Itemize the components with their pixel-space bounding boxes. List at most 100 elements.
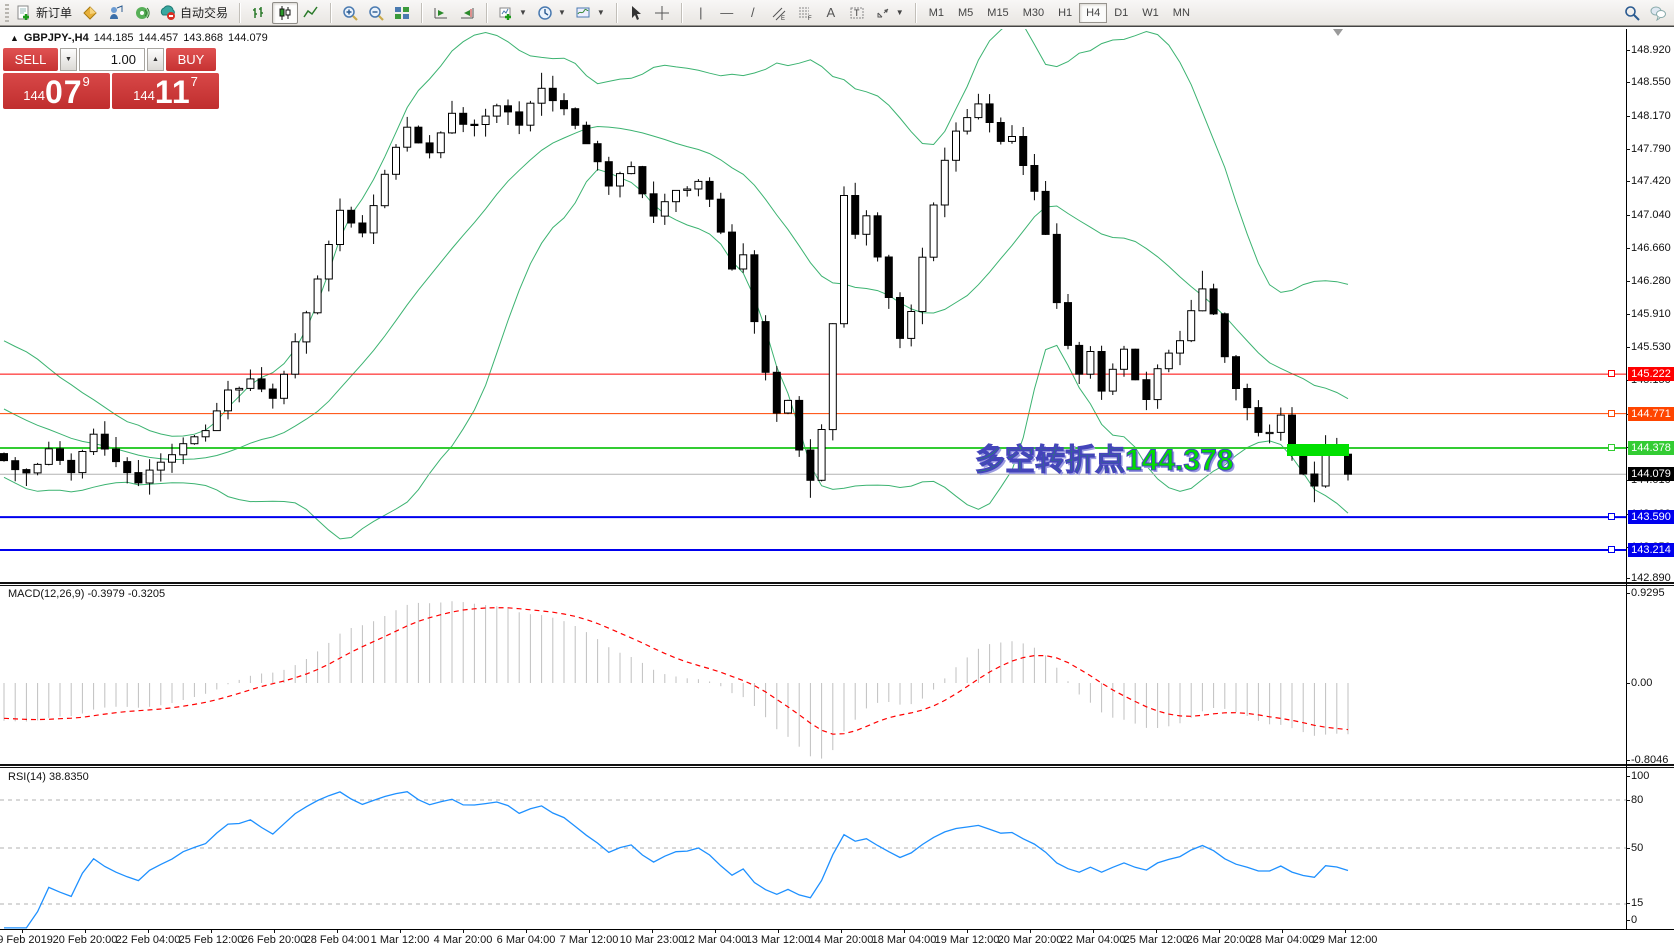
macd-canvas[interactable] bbox=[0, 586, 1626, 764]
price-tick bbox=[1626, 82, 1630, 83]
trendline-button[interactable]: / bbox=[740, 2, 766, 24]
text-label-icon: T bbox=[849, 5, 865, 21]
profiles-button[interactable] bbox=[77, 2, 103, 24]
volume-decrease-button[interactable]: ▼ bbox=[60, 48, 77, 71]
rsi-axis-tick bbox=[1626, 903, 1630, 904]
crosshair-button[interactable] bbox=[649, 2, 675, 24]
rsi-canvas[interactable] bbox=[0, 768, 1626, 929]
text-label-button[interactable]: T bbox=[844, 2, 870, 24]
cursor-button[interactable] bbox=[623, 2, 649, 24]
fibonacci-button[interactable]: F bbox=[792, 2, 818, 24]
time-tick bbox=[337, 930, 338, 933]
templates-button[interactable]: ▼ bbox=[571, 2, 610, 24]
market-watch-button[interactable] bbox=[103, 2, 129, 24]
price-tick-label: 145.530 bbox=[1631, 341, 1671, 353]
volume-increase-button[interactable]: ▲ bbox=[147, 48, 164, 71]
autotrade-button[interactable]: 自动交易 bbox=[155, 2, 233, 24]
price-tick-label: 142.890 bbox=[1631, 572, 1671, 584]
bar-chart-button[interactable] bbox=[246, 2, 272, 24]
main-chart-canvas[interactable] bbox=[0, 29, 1626, 582]
time-axis-label: 26 Mar 20:00 bbox=[1186, 934, 1252, 946]
time-axis-label: 20 Mar 20:00 bbox=[997, 934, 1063, 946]
buy-price-big: 11 bbox=[154, 74, 191, 110]
tf-button-W1[interactable]: W1 bbox=[1142, 6, 1159, 19]
tf-button-H1[interactable]: H1 bbox=[1058, 6, 1073, 19]
macd-axis-label: 0.9295 bbox=[1631, 587, 1665, 599]
chart-shift-marker[interactable] bbox=[1333, 29, 1343, 36]
time-tick bbox=[589, 930, 590, 933]
hline-handle[interactable] bbox=[1608, 370, 1615, 377]
time-axis-label: 22 Feb 04:00 bbox=[115, 934, 181, 946]
hline-price-flag: 143.590 bbox=[1628, 510, 1674, 524]
svg-text:E: E bbox=[781, 16, 785, 21]
auto-scroll-icon bbox=[459, 5, 475, 21]
line-chart-button[interactable] bbox=[298, 2, 324, 24]
hline-handle[interactable] bbox=[1608, 546, 1615, 553]
price-tick bbox=[1626, 578, 1630, 579]
time-tick bbox=[1282, 930, 1283, 933]
sell-button[interactable]: SELL bbox=[3, 48, 58, 71]
tf-button-D1[interactable]: D1 bbox=[1114, 6, 1129, 19]
channel-button[interactable]: E bbox=[766, 2, 792, 24]
hline-price-flag: 145.222 bbox=[1628, 367, 1674, 381]
sell-price-prefix: 144 bbox=[23, 88, 45, 103]
tf-button-M15[interactable]: M15 bbox=[987, 6, 1009, 19]
time-axis-label: 6 Mar 04:00 bbox=[496, 934, 556, 946]
templates-caret: ▼ bbox=[596, 8, 605, 17]
hline-handle[interactable] bbox=[1608, 513, 1615, 520]
time-axis-label: 14 Mar 20:00 bbox=[808, 934, 874, 946]
price-tick-label: 147.420 bbox=[1631, 175, 1671, 187]
tf-button-H4[interactable]: H4 bbox=[1079, 2, 1108, 23]
tile-windows-button[interactable] bbox=[389, 2, 415, 24]
tf-button-M1[interactable]: M1 bbox=[928, 6, 944, 19]
arrows-button[interactable]: ▼ bbox=[870, 2, 909, 24]
price-tick bbox=[1626, 149, 1630, 150]
hline-price-flag: 144.771 bbox=[1628, 407, 1674, 421]
search-icon[interactable] bbox=[1624, 5, 1640, 21]
hline-handle[interactable] bbox=[1608, 410, 1615, 417]
trend-highlight-bar[interactable] bbox=[1287, 444, 1349, 456]
svg-text:T: T bbox=[854, 8, 860, 18]
price-tick bbox=[1626, 215, 1630, 216]
horizontal-line-button[interactable]: — bbox=[714, 2, 740, 24]
toolbar-grip[interactable] bbox=[5, 3, 9, 22]
new-chart-button[interactable]: ▼ bbox=[493, 2, 532, 24]
line-chart-icon bbox=[303, 5, 319, 21]
autotrade-label: 自动交易 bbox=[180, 6, 229, 20]
arrows-icon bbox=[875, 5, 891, 21]
hline-handle[interactable] bbox=[1608, 444, 1615, 451]
rsi-panel-separator[interactable] bbox=[0, 764, 1674, 768]
zoom-in-button[interactable] bbox=[337, 2, 363, 24]
auto-scroll-button[interactable] bbox=[454, 2, 480, 24]
annotation-text[interactable]: 多空转折点144.378 bbox=[974, 444, 1234, 478]
candlestick-chart-button[interactable] bbox=[272, 1, 299, 24]
volume-input[interactable]: 1.00 bbox=[79, 48, 145, 71]
zoom-out-button[interactable] bbox=[363, 2, 389, 24]
time-axis-label: 22 Mar 04:00 bbox=[1060, 934, 1126, 946]
text-button[interactable]: A bbox=[818, 2, 844, 24]
tf-button-M30[interactable]: M30 bbox=[1022, 6, 1045, 19]
time-tick bbox=[1345, 930, 1346, 933]
timeframe-group: M1 M5 M15 M30 H1 H4 D1 W1 MN bbox=[919, 0, 1200, 26]
chart-window: 148.920 148.550 148.170 147.790 147.420 147.0… bbox=[0, 26, 1674, 950]
sell-price-big: 07 bbox=[44, 74, 83, 110]
tf-button-M5[interactable]: M5 bbox=[958, 6, 974, 19]
new-order-button[interactable]: 新订单 bbox=[11, 2, 77, 24]
chart-shift-button[interactable] bbox=[428, 2, 454, 24]
collapse-triangle-icon[interactable]: ▲ bbox=[10, 33, 19, 43]
price-tick bbox=[1626, 181, 1630, 182]
chat-icon[interactable] bbox=[1650, 5, 1666, 21]
signals-button[interactable] bbox=[129, 2, 155, 24]
crosshair-icon bbox=[654, 5, 670, 21]
vertical-line-button[interactable]: | bbox=[688, 2, 714, 24]
buy-button[interactable]: BUY bbox=[166, 48, 216, 71]
buy-price-quote[interactable]: 144 11 7 bbox=[112, 73, 219, 109]
rsi-axis-tick bbox=[1626, 848, 1630, 849]
tf-button-MN[interactable]: MN bbox=[1172, 6, 1190, 19]
rsi-axis-label: 50 bbox=[1631, 842, 1644, 854]
periods-button[interactable]: ▼ bbox=[532, 2, 571, 24]
macd-panel-separator[interactable] bbox=[0, 582, 1674, 586]
sell-price-quote[interactable]: 144 07 9 bbox=[3, 73, 110, 109]
time-tick bbox=[463, 930, 464, 933]
